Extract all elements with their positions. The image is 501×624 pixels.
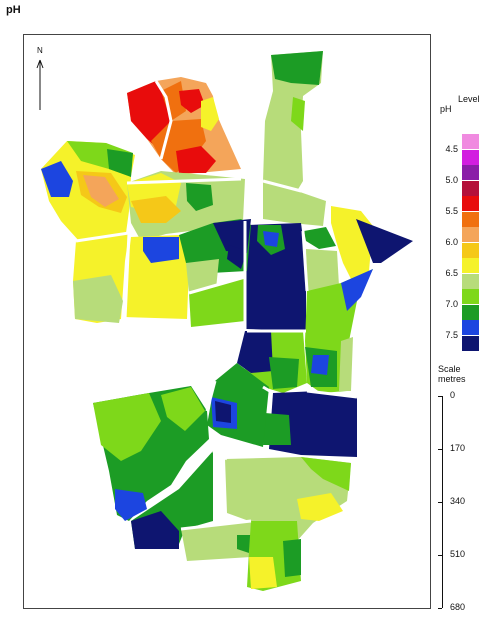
scale-title-line1: Scale (438, 364, 461, 374)
scale-tick (438, 449, 442, 450)
field-northeast-strip[interactable] (263, 179, 326, 226)
legend-value: 4.5 (445, 143, 458, 154)
legend-swatch (462, 335, 479, 351)
legend-swatch (462, 211, 479, 227)
north-arrow: N (36, 46, 48, 117)
north-arrow-icon (36, 59, 44, 110)
scale-bar (442, 396, 443, 608)
legend-swatch (462, 134, 479, 149)
scale-label: 680 (450, 602, 466, 612)
field-north-strip[interactable] (263, 51, 323, 191)
legend-swatch (462, 320, 479, 335)
field-east-upper[interactable] (304, 206, 413, 291)
field-south-dark[interactable] (131, 451, 213, 549)
scale-title-line2: metres (438, 374, 466, 384)
scale-label: 170 (450, 443, 466, 453)
legend-swatch (462, 273, 479, 289)
ph-legend: Level pH 4.5 5.0 5.5 6.0 6.5 7.0 7.5 Scale met… (436, 94, 500, 624)
field-map (41, 51, 413, 591)
field-west-center[interactable] (125, 235, 189, 319)
field-center-west[interactable] (207, 363, 269, 447)
legend-swatch (462, 304, 479, 320)
scale-tick (438, 502, 442, 503)
scale-label: 0 (450, 390, 456, 400)
field-southwest[interactable] (93, 386, 209, 521)
scale-tick (438, 396, 442, 397)
field-northwest[interactable] (41, 141, 135, 241)
field-south-center[interactable] (225, 457, 351, 541)
legend-value: 7.5 (445, 329, 458, 340)
north-label: N (37, 46, 43, 55)
legend-value: 5.0 (445, 174, 458, 185)
field-south-small[interactable] (181, 521, 251, 561)
legend-swatch (462, 165, 479, 180)
legend-value: 7.0 (445, 298, 458, 309)
scale-tick (438, 608, 442, 609)
scale-label: 340 (450, 496, 466, 506)
legend-value: 5.5 (445, 205, 458, 216)
legend-swatch (462, 289, 479, 304)
legend-value: 6.5 (445, 267, 458, 278)
legend-swatch (462, 258, 479, 273)
legend-level-label: Level (458, 94, 480, 104)
scale-title: Scale metres (438, 364, 466, 384)
field-boundaries (75, 80, 358, 531)
legend-swatch (462, 242, 479, 258)
legend-value: 6.0 (445, 236, 458, 247)
field-southeast-dark[interactable] (263, 391, 357, 457)
legend-swatch (462, 196, 479, 211)
page-title: pH (6, 4, 21, 16)
field-east-middle[interactable] (305, 269, 373, 393)
scale-tick (438, 555, 442, 556)
field-center-lower[interactable] (237, 331, 307, 393)
legend-swatch (462, 180, 479, 196)
legend-swatch (462, 227, 479, 242)
legend-swatch (462, 149, 479, 165)
field-west-yellow[interactable] (73, 233, 129, 323)
map-frame (23, 34, 431, 609)
field-red-north[interactable] (127, 77, 241, 175)
scale-label: 510 (450, 549, 466, 559)
field-south-tip[interactable] (247, 521, 301, 591)
legend-ph-label: pH (440, 104, 452, 114)
field-central-dark[interactable] (245, 223, 306, 331)
